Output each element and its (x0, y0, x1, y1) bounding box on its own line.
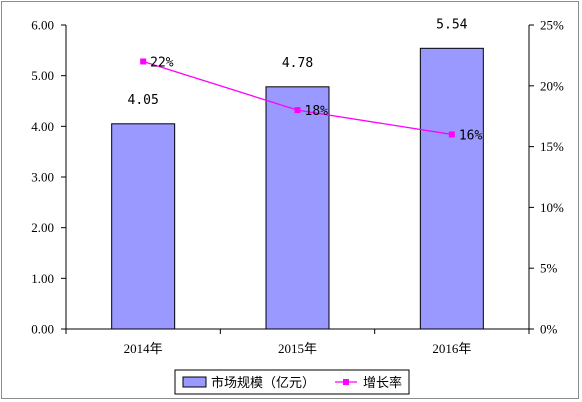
growth-rate-value-label: 18% (305, 104, 329, 119)
line-marker (448, 131, 455, 138)
bar-series (111, 47, 484, 330)
right-axis-tick-label: 10% (540, 200, 564, 215)
x-axis-category-label: 2016年 (432, 341, 471, 356)
legend-label-bar: 市场规模（亿元） (211, 375, 315, 391)
legend-label-line: 增长率 (363, 375, 402, 391)
right-axis-tick-label: 25% (540, 18, 564, 33)
left-axis-tick-label: 3.00 (31, 170, 54, 185)
line-marker (294, 107, 301, 114)
bar-value-label: 4.78 (282, 56, 313, 71)
left-axis-tick-label: 5.00 (31, 68, 54, 83)
x-axis-category-label: 2014年 (124, 341, 163, 356)
legend: 市场规模（亿元） 增长率 (174, 369, 410, 395)
right-axis-tick-label: 5% (540, 261, 558, 276)
x-axis-category-label: 2015年 (278, 341, 317, 356)
line-marker (140, 58, 147, 65)
bar (265, 86, 330, 330)
legend-swatch-marker (343, 379, 349, 385)
legend-swatch-bar (182, 376, 207, 388)
bar-value-label: 4.05 (128, 93, 159, 108)
line-series (140, 58, 455, 138)
bar (419, 47, 484, 330)
left-axis-tick-label: 2.00 (31, 220, 54, 235)
bar (111, 123, 176, 330)
growth-rate-value-label: 16% (459, 128, 483, 143)
left-axis-tick-label: 4.00 (31, 119, 54, 134)
axes: 0.00 1.00 2.00 3.00 4.00 5.00 6.00 0% 5% 10% 15% 20… (31, 18, 564, 357)
right-axis-tick-label: 20% (540, 78, 564, 93)
left-axis-tick-label: 1.00 (31, 271, 54, 286)
bar-value-label: 5.54 (436, 17, 467, 32)
growth-rate-value-label: 22% (150, 55, 174, 70)
left-axis-tick-label: 0.00 (31, 322, 54, 337)
legend-box (174, 369, 410, 395)
right-axis-tick-label: 15% (540, 139, 564, 154)
data-labels: 4.05 4.78 5.54 22% 18% 16% (128, 17, 483, 143)
left-axis-tick-label: 6.00 (31, 18, 54, 33)
right-axis-tick-label: 0% (540, 322, 558, 337)
